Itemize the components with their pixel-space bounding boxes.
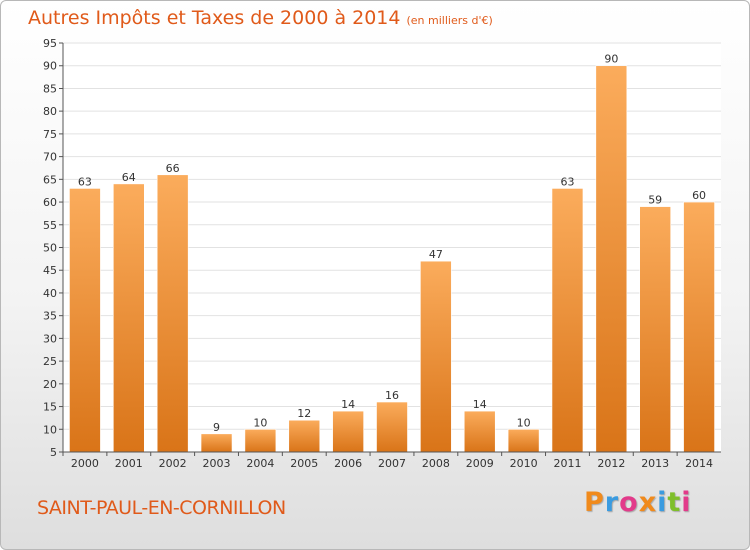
y-tick-label: 35 — [43, 310, 57, 323]
x-tick-label-2001: 2001 — [115, 457, 143, 470]
value-label-2008: 47 — [429, 248, 443, 261]
chart-title-text: Autres Impôts et Taxes de 2000 à 2014 — [28, 7, 401, 29]
x-tick-label-2002: 2002 — [159, 457, 187, 470]
value-label-2006: 14 — [341, 398, 355, 411]
logo-letter: i — [681, 487, 692, 518]
value-label-2005: 12 — [297, 407, 311, 420]
bar-2011 — [551, 188, 584, 453]
value-label-2011: 63 — [560, 175, 574, 188]
x-tick-label-2014: 2014 — [685, 457, 713, 470]
y-tick-label: 20 — [43, 378, 57, 391]
x-tick-label-2010: 2010 — [510, 457, 538, 470]
y-tick-label: 75 — [43, 128, 57, 141]
data-labels: 63 64 66 9 10 12 14 16 47 14 10 63 90 59 60 — [78, 53, 706, 434]
logo-letter: t — [667, 487, 682, 518]
chart-title: Autres Impôts et Taxes de 2000 à 2014 (en… — [28, 7, 493, 29]
value-label-2001: 64 — [122, 171, 136, 184]
value-label-2004: 10 — [253, 416, 267, 429]
y-tick-label: 55 — [43, 219, 57, 232]
x-tick-label-2009: 2009 — [466, 457, 494, 470]
y-tick-label: 15 — [43, 401, 57, 414]
y-tick-label: 45 — [43, 264, 57, 277]
y-tick-label: 90 — [43, 60, 57, 73]
value-label-2013: 59 — [648, 194, 662, 207]
x-tick-label-2004: 2004 — [246, 457, 274, 470]
logo-letter: i — [657, 487, 668, 518]
y-tick-label: 60 — [43, 196, 57, 209]
y-tick-label: 50 — [43, 242, 57, 255]
y-tick-label: 25 — [43, 355, 57, 368]
value-label-2010: 10 — [517, 416, 531, 429]
y-tick-label: 5 — [50, 446, 57, 459]
proxiti-logo: Proxiti — [584, 487, 692, 518]
x-tick-label-2012: 2012 — [597, 457, 625, 470]
y-tick-label: 70 — [43, 151, 57, 164]
commune-name: SAINT-PAUL-EN-CORNILLON — [37, 497, 286, 519]
y-tick-label: 80 — [43, 105, 57, 118]
bar-2013 — [639, 206, 672, 453]
logo-letter: o — [619, 487, 639, 518]
bars — [69, 65, 715, 453]
x-tick-label-2007: 2007 — [378, 457, 406, 470]
y-axis: 5 10 15 20 25 30 35 40 45 50 55 60 65 70 75 80 85 90 95 — [43, 37, 64, 459]
logo-letter: x — [638, 487, 658, 518]
x-tick-label-2011: 2011 — [553, 457, 581, 470]
value-label-2014: 60 — [692, 189, 706, 202]
value-label-2012: 90 — [604, 53, 618, 66]
logo-letter: P — [584, 487, 605, 518]
bar-2009 — [463, 410, 496, 453]
bar-2014 — [683, 201, 715, 453]
x-tick-label-2000: 2000 — [71, 457, 99, 470]
value-label-2009: 14 — [473, 398, 487, 411]
x-tick-label-2003: 2003 — [203, 457, 231, 470]
x-tick-label-2005: 2005 — [290, 457, 318, 470]
y-tick-label: 10 — [43, 423, 57, 436]
y-tick-label: 95 — [43, 37, 57, 50]
bar-2002 — [156, 174, 189, 453]
y-tick-label: 30 — [43, 332, 57, 345]
y-tick-label: 85 — [43, 82, 57, 95]
bar-2008 — [420, 260, 452, 453]
bar-2004 — [244, 428, 277, 453]
value-label-2000: 63 — [78, 175, 92, 188]
x-tick-label-2008: 2008 — [422, 457, 450, 470]
bar-2001 — [113, 183, 145, 453]
bar-2007 — [376, 401, 408, 453]
chart-unit: (en milliers d'€) — [406, 14, 493, 27]
y-tick-label: 40 — [43, 287, 57, 300]
x-tick-label-2006: 2006 — [334, 457, 362, 470]
x-axis: 2000 2001 2002 2003 2004 2005 2006 2007 2008 2009… — [62, 451, 721, 470]
bar-2012 — [595, 65, 628, 453]
x-tick-label-2013: 2013 — [641, 457, 669, 470]
y-tick-label: 65 — [43, 173, 57, 186]
bar-2000 — [69, 188, 101, 453]
bar-2006 — [332, 410, 364, 453]
value-label-2007: 16 — [385, 389, 399, 402]
bar-2010 — [507, 428, 540, 453]
value-label-2003: 9 — [213, 421, 220, 434]
logo-letter: r — [604, 487, 620, 518]
bar-2005 — [288, 419, 321, 453]
value-label-2002: 66 — [166, 162, 180, 175]
bar-2003 — [200, 433, 233, 453]
